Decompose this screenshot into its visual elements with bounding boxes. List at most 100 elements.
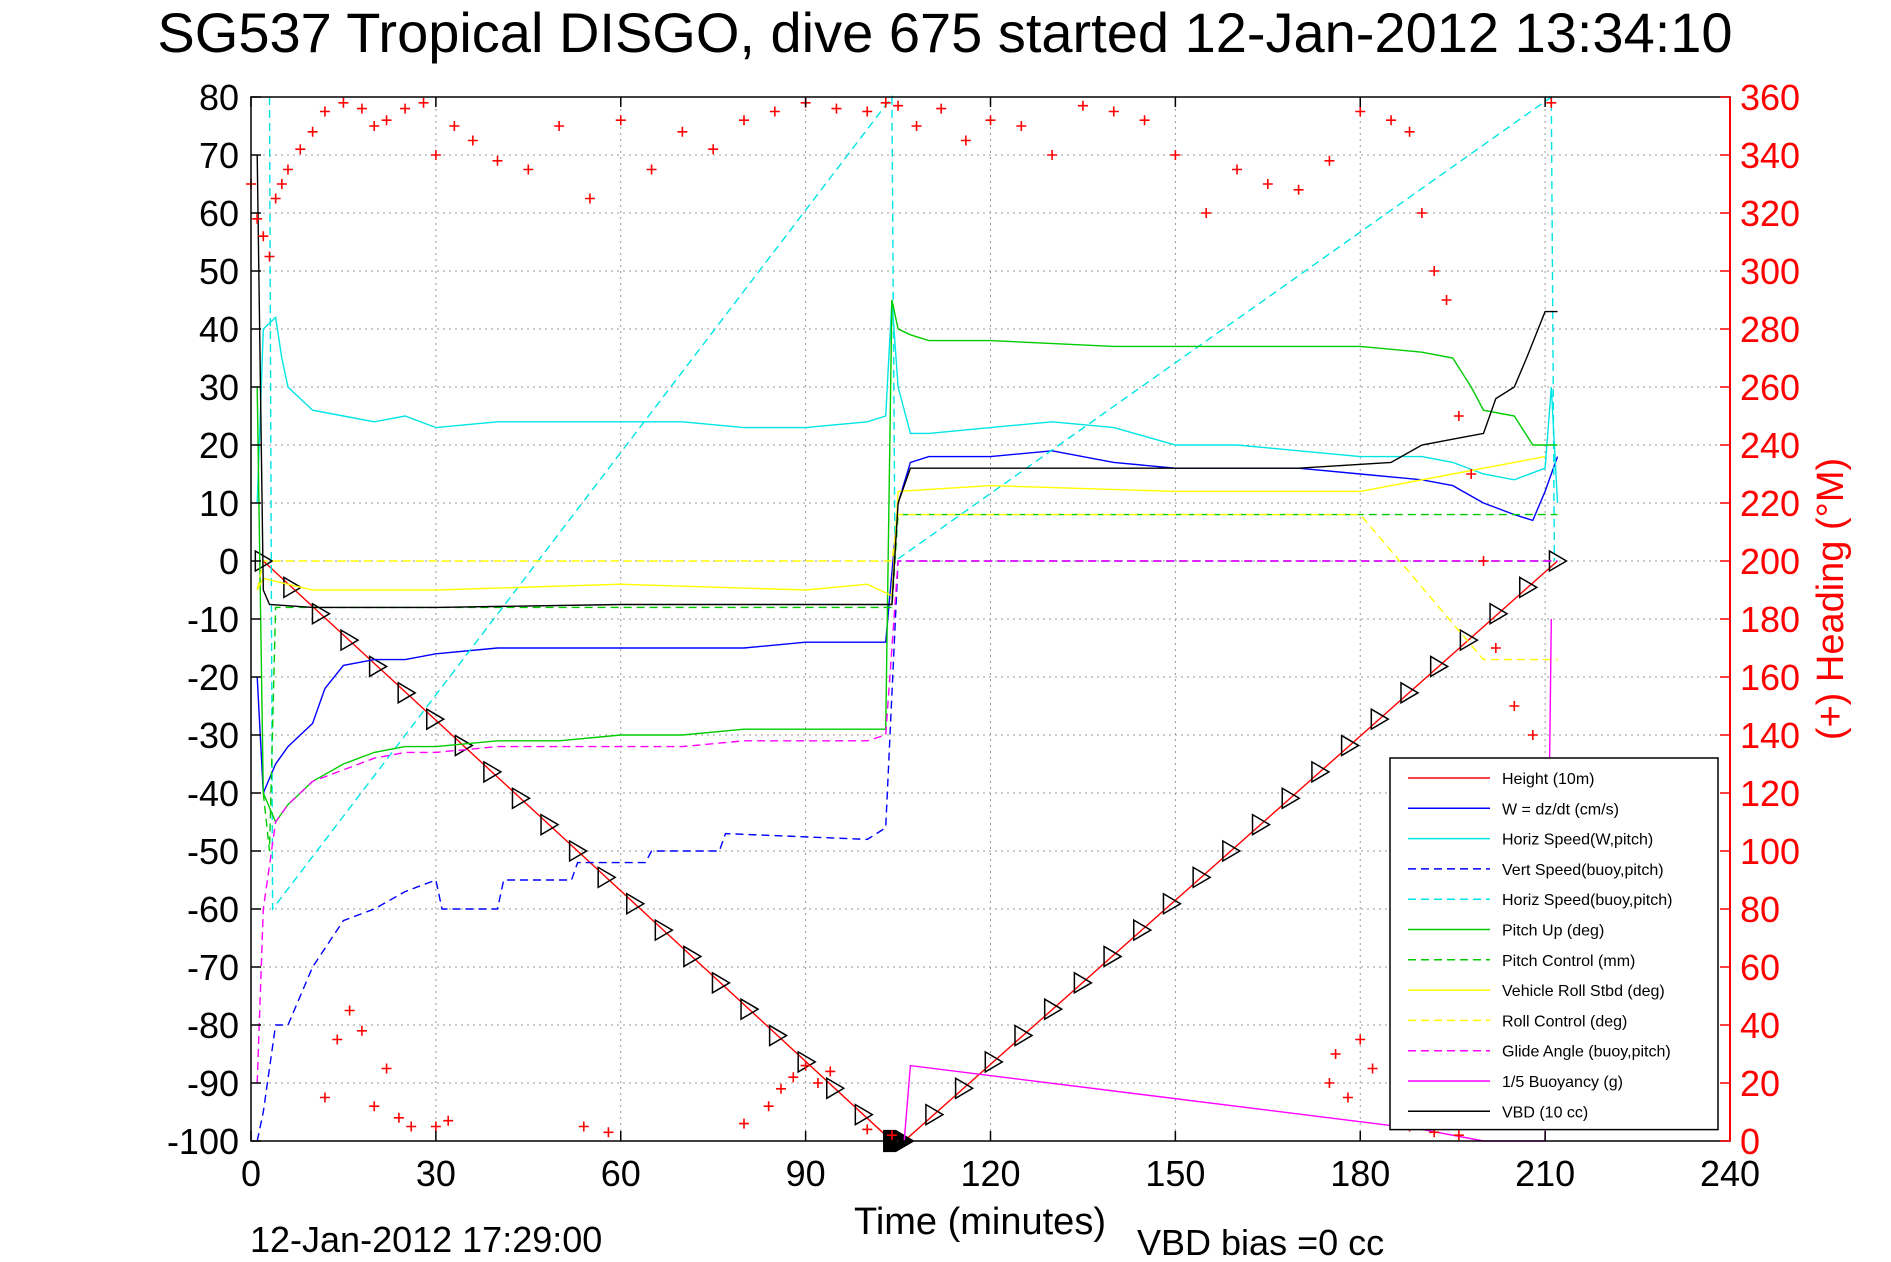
heading-marker — [400, 103, 411, 114]
heading-marker — [1324, 1078, 1335, 1088]
heading-marker — [369, 121, 380, 131]
height-marker — [1370, 707, 1390, 731]
height-marker — [340, 628, 360, 652]
heading-marker — [1546, 97, 1557, 108]
y2-tick-label: 360 — [1740, 77, 1800, 118]
height-marker — [597, 866, 617, 889]
height-marker — [1222, 839, 1242, 863]
y-tick-label: -100 — [167, 1121, 239, 1162]
y-tick-label: -30 — [187, 715, 239, 756]
height-marker — [954, 1076, 975, 1100]
heading-marker — [1139, 115, 1150, 126]
series-5 — [256, 299, 1558, 824]
heading-marker — [319, 1092, 330, 1103]
heading-marker — [1324, 155, 1335, 166]
y-tick-label: 10 — [199, 483, 239, 524]
y-tick-label: -90 — [187, 1063, 239, 1104]
height-marker — [1519, 576, 1539, 599]
heading-marker — [1404, 126, 1415, 137]
y2-tick-label: 60 — [1740, 947, 1780, 988]
height-marker — [854, 1103, 874, 1126]
height-marker — [540, 813, 560, 836]
heading-marker — [775, 1083, 786, 1094]
height-marker — [797, 1050, 817, 1074]
y2-tick-label: 300 — [1740, 251, 1800, 292]
y2-tick-label: 180 — [1740, 599, 1800, 640]
series-2 — [256, 299, 1559, 504]
series-line — [256, 560, 1558, 1142]
heading-marker — [381, 115, 392, 126]
heading-marker — [369, 1101, 380, 1112]
x-tick-label: 30 — [416, 1153, 456, 1194]
heading-marker — [615, 115, 626, 126]
y-tick-label: -60 — [187, 889, 239, 930]
heading-marker — [708, 144, 719, 155]
heading-marker — [1330, 1049, 1341, 1059]
heading-marker — [393, 1112, 404, 1123]
heading-marker — [252, 213, 263, 224]
y-tick-label: -20 — [187, 657, 239, 698]
series-9 — [256, 560, 1558, 1084]
y2-tick-label: 20 — [1740, 1063, 1780, 1104]
y2-tick-label: 140 — [1740, 715, 1800, 756]
height-marker — [1192, 866, 1212, 889]
heading-marker — [344, 1005, 355, 1016]
heading-marker — [1367, 1063, 1378, 1074]
heading-marker — [769, 106, 780, 117]
heading-marker — [264, 251, 275, 262]
x-tick-label: 60 — [601, 1153, 641, 1194]
heading-marker — [406, 1121, 417, 1132]
series-line — [256, 299, 1559, 504]
y-tick-label: 30 — [199, 367, 239, 408]
heading-marker — [862, 106, 873, 117]
y2-axis-ticks: 3603403203002802602402202001801601401201… — [1720, 77, 1800, 1162]
chart-title: SG537 Tropical DISGO, dive 675 started 1… — [157, 1, 1732, 64]
height-marker — [683, 945, 703, 968]
series-12 — [246, 97, 1557, 769]
height-marker — [826, 1076, 846, 1100]
heading-marker — [831, 103, 842, 114]
series-line — [262, 513, 1558, 852]
y-tick-label: -80 — [187, 1005, 239, 1046]
heading-marker — [418, 97, 429, 108]
height-marker — [454, 734, 474, 757]
heading-marker — [449, 121, 460, 131]
heading-marker — [554, 121, 565, 131]
height-marker — [483, 760, 503, 784]
heading-marker — [492, 155, 503, 166]
height-marker — [1162, 892, 1182, 916]
series-8 — [256, 513, 1558, 661]
y2-tick-label: 160 — [1740, 657, 1800, 698]
y2-tick-label: 100 — [1740, 831, 1800, 872]
heading-marker — [1441, 295, 1452, 305]
legend: Height (10m) W = dz/dt (cm/s) Horiz Speed(… — [1389, 757, 1719, 1131]
y-tick-label: 20 — [199, 425, 239, 466]
legend-label: Height (10m) — [1502, 771, 1594, 788]
heading-marker — [430, 150, 441, 160]
heading-marker — [1509, 701, 1520, 711]
height-marker — [1073, 971, 1093, 995]
heading-marker — [1047, 150, 1058, 160]
heading-marker — [282, 164, 293, 175]
heading-marker — [1453, 1130, 1464, 1141]
heading-marker — [295, 144, 306, 155]
height-marker — [426, 707, 446, 731]
legend-label: W = dz/dt (cm/s) — [1502, 801, 1619, 818]
heading-marker — [825, 1066, 836, 1077]
height-marker — [568, 839, 589, 863]
heading-marker — [319, 106, 330, 117]
height-marker — [511, 786, 531, 810]
heading-marker — [1429, 266, 1440, 276]
heading-marker — [1262, 179, 1273, 189]
heading-marker — [1232, 164, 1242, 175]
heading-marker — [739, 115, 749, 126]
height-marker — [1043, 997, 1064, 1021]
height-marker — [1014, 1024, 1034, 1047]
legend-label: 1/5 Buoyancy (g) — [1502, 1074, 1623, 1091]
x-axis-label: Time (minutes) — [854, 1201, 1106, 1243]
y2-tick-label: 120 — [1740, 773, 1800, 814]
height-marker — [1459, 628, 1479, 652]
series-6 — [262, 513, 1558, 852]
heading-marker — [893, 100, 904, 111]
